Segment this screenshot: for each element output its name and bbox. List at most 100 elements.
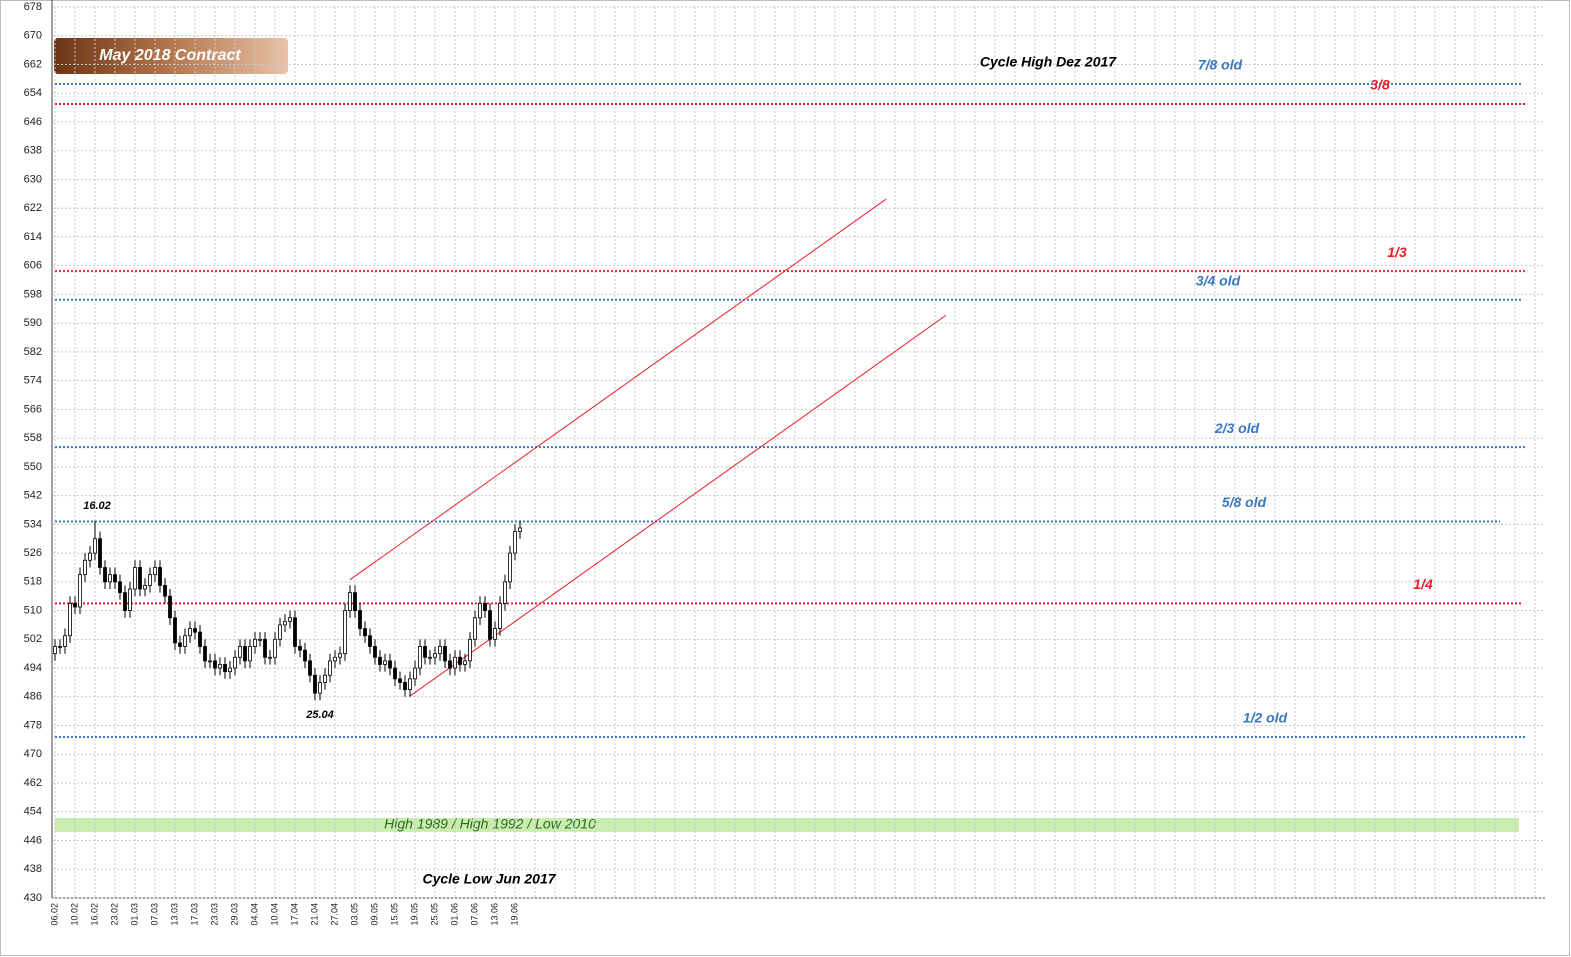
candle-body [168,595,172,619]
x-tick-label: 17.03 [189,903,199,926]
y-tick-label: 662 [24,58,42,70]
candle-body [288,617,292,622]
x-tick-label: 07.06 [469,903,479,926]
chart-title: May 2018 Contract [99,47,241,64]
candle-body [513,531,517,554]
candle-body [363,628,367,637]
x-tick-label: 09.05 [369,903,379,926]
y-tick-label: 518 [24,576,42,588]
candle-body [303,649,307,662]
candle-body [193,628,197,633]
candle-body [443,646,447,662]
candle-body [373,646,377,658]
candle-body [423,646,427,658]
candle-body [388,660,392,669]
x-tick-label: 13.06 [489,903,499,926]
y-tick-label: 438 [24,863,42,875]
candle-body [273,638,277,658]
candle-body [433,653,437,658]
band [55,817,1519,832]
x-tick-label: 29.03 [229,903,239,926]
x-tick-label: 06.02 [49,903,59,926]
candle-body [63,635,67,647]
x-tick-label: 07.03 [149,903,159,926]
candle-body [108,574,112,583]
y-tick-label: 654 [24,87,42,99]
candle-body [103,567,107,583]
y-tick-label: 446 [24,834,42,846]
candle-body [463,660,467,665]
x-tick-label: 16.02 [89,903,99,926]
candle-body [173,617,177,644]
y-tick-label: 630 [24,173,42,185]
y-tick-label: 558 [24,432,42,444]
candle-body [233,656,237,669]
band-label: High 1989 / High 1992 / Low 2010 [384,816,596,832]
candle-body [258,638,262,641]
trend-line [349,198,887,581]
candle-body [248,646,252,662]
candle-body [178,642,182,647]
annotation: Cycle Low Jun 2017 [422,871,556,887]
y-tick-label: 462 [24,777,42,789]
candle-body [338,653,342,658]
candle-body [128,588,132,611]
candle-body [393,667,397,680]
candle-body [163,585,167,597]
level-label: 7/8 old [1198,57,1243,73]
candle-body [228,667,232,673]
candle-body [518,527,522,532]
x-tick-label: 03.05 [349,903,359,926]
candle-body [78,574,82,608]
candle-body [138,567,142,590]
candle-body [498,602,502,629]
candle-body [503,581,507,604]
level-label: 3/4 old [1196,273,1241,289]
candle-body [158,567,162,586]
x-tick-label: 15.05 [389,903,399,926]
y-tick-label: 566 [24,403,42,415]
y-tick-label: 678 [24,1,42,13]
level-label: 1/2 old [1243,710,1288,726]
x-tick-label: 04.04 [249,903,259,926]
y-tick-label: 582 [24,346,42,358]
level-label: 5/8 old [1222,494,1267,510]
candle-body [458,656,462,665]
x-tick-label: 13.03 [169,903,179,926]
level-label: 2/3 old [1214,420,1260,436]
candle-body [278,624,282,640]
y-tick-label: 470 [24,748,42,760]
candle-body [143,585,147,590]
candle-body [493,628,497,640]
y-tick-label: 478 [24,719,42,731]
candle-body [263,638,267,658]
x-tick-label: 25.05 [429,903,439,926]
candle-body [408,678,412,691]
candle-body [58,646,62,648]
candle-body [378,656,382,665]
y-tick-label: 614 [24,231,42,243]
candle-body [283,620,287,626]
x-tick-label: 27.04 [329,903,339,926]
y-tick-label: 646 [24,116,42,128]
candle-body [73,602,77,608]
x-tick-label: 19.06 [509,903,519,926]
candle-body [418,646,422,669]
candle-body [243,646,247,662]
y-tick-label: 454 [24,806,42,818]
candle-body [413,667,417,680]
y-tick-label: 526 [24,547,42,559]
y-tick-label: 510 [24,604,42,616]
candle-body [308,660,312,676]
candle-body [123,592,127,611]
candle-body [68,602,72,637]
y-tick-label: 430 [24,892,42,904]
y-tick-label: 598 [24,288,42,300]
y-tick-label: 606 [24,260,42,272]
candle-body [203,646,207,662]
candle-body [218,664,222,669]
candle-body [468,638,472,662]
candle-body [118,581,122,594]
candle-body [253,638,257,647]
candle-body [223,664,227,673]
